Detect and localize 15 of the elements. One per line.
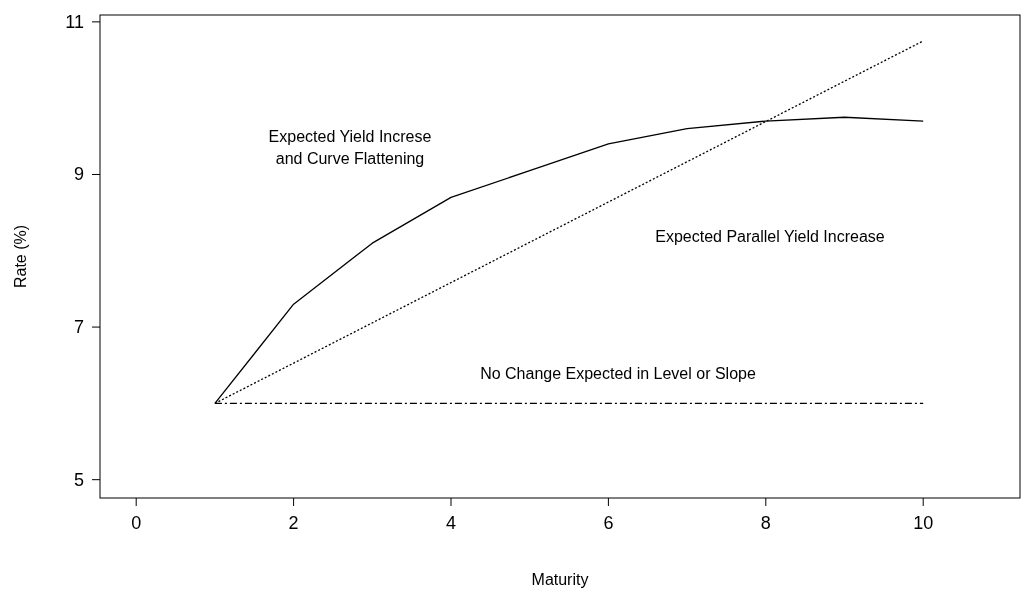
y-tick-label: 11 xyxy=(65,11,84,32)
x-axis-title: Maturity xyxy=(531,571,589,588)
y-tick-label: 7 xyxy=(73,317,84,338)
x-tick-label: 0 xyxy=(131,513,142,533)
x-tick-label: 6 xyxy=(603,513,614,533)
x-tick-label: 2 xyxy=(288,513,299,533)
y-axis-title: Rate (%) xyxy=(12,224,29,289)
x-tick-label: 8 xyxy=(760,513,771,533)
annotation: Expected Yield Increse and Curve Flattening xyxy=(268,128,432,167)
y-tick-label: 9 xyxy=(73,164,84,185)
y-tick-label: 5 xyxy=(73,469,84,490)
annotation: No Change Expected in Level or Slope xyxy=(480,365,756,382)
annotation: Expected Parallel Yield Increase xyxy=(655,228,885,245)
x-tick-label: 4 xyxy=(445,513,457,533)
x-tick-label: 10 xyxy=(913,513,934,533)
